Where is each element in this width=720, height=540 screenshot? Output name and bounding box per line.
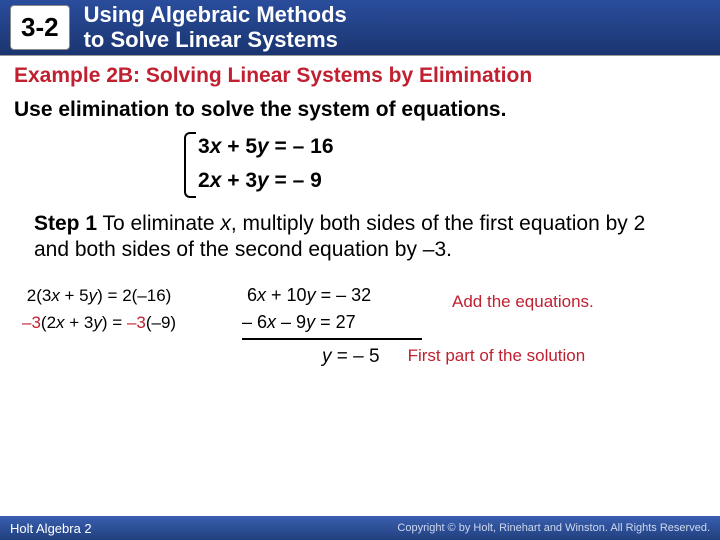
m2-rhs: = 27 <box>315 312 356 332</box>
eq2-coef-a: 2 <box>198 169 210 192</box>
section-number-badge: 3-2 <box>10 5 70 50</box>
m1-rhs: = – 32 <box>316 285 372 305</box>
work-mid-column: 6x + 10y = – 32 – 6x – 9y = 27 <box>242 282 442 340</box>
eq1-eq: = <box>269 135 293 158</box>
l1-x: x <box>51 286 60 305</box>
l2-end: (–9) <box>146 313 176 332</box>
work-left-column: 2(3x + 5y) = 2(–16) –3(2x + 3y) = –3(–9) <box>22 282 242 336</box>
system-brace-icon <box>184 132 196 198</box>
header-title-line1: Using Algebraic Methods <box>84 2 347 27</box>
equation-system: 3x + 5y = – 16 2x + 3y = – 9 <box>184 130 706 197</box>
step-var: x <box>220 212 231 235</box>
l2-pre: –3 <box>22 313 41 332</box>
eq1-var-b: y <box>257 135 269 158</box>
result-equation: y = – 5 <box>322 346 380 368</box>
m2-b: – 9 <box>276 312 306 332</box>
result-note: First part of the solution <box>408 346 586 368</box>
m1-x: x <box>257 285 266 305</box>
work-row: 2(3x + 5y) = 2(–16) –3(2x + 3y) = –3(–9)… <box>14 282 706 340</box>
eq2-var-a: x <box>210 169 222 192</box>
step-label: Step 1 <box>34 212 97 235</box>
l2-mid: + 3 <box>65 313 94 332</box>
instruction-text: Use elimination to solve the system of e… <box>14 98 706 122</box>
m2-a: – 6 <box>242 312 267 332</box>
eq2-coef-b: 3 <box>245 169 257 192</box>
header-title: Using Algebraic Methods to Solve Linear … <box>84 3 347 51</box>
l1-post: ) = 2(–16) <box>97 286 171 305</box>
footer-bar: Holt Algebra 2 Copyright © by Holt, Rine… <box>0 516 720 540</box>
m1-y: y <box>307 285 316 305</box>
eq2-op: + <box>221 169 245 192</box>
step-1-text: Step 1 To eliminate x, multiply both sid… <box>34 211 686 264</box>
work-note-1: Add the equations. <box>442 282 698 312</box>
result-row: y = – 5 First part of the solution <box>14 340 706 368</box>
footer-book-title: Holt Algebra 2 <box>10 521 92 536</box>
m1-a: 6 <box>247 285 257 305</box>
header-bar: 3-2 Using Algebraic Methods to Solve Lin… <box>0 0 720 56</box>
eq2-eq: = <box>269 169 293 192</box>
l2-close: ) = <box>102 313 127 332</box>
header-title-line2: to Solve Linear Systems <box>84 27 338 52</box>
m1-b: + 10 <box>266 285 307 305</box>
example-title: Example 2B: Solving Linear Systems by El… <box>14 64 706 88</box>
step-text-a: To eliminate <box>97 212 220 235</box>
eq1-rhs: – 16 <box>293 135 334 158</box>
footer-copyright: Copyright © by Holt, Rinehart and Winsto… <box>397 522 710 534</box>
work-left-line2: –3(2x + 3y) = –3(–9) <box>22 309 242 336</box>
l2-y: y <box>93 313 102 332</box>
work-mid-line2: – 6x – 9y = 27 <box>242 309 442 336</box>
l2-rhs: –3 <box>127 313 146 332</box>
l2-x: x <box>56 313 65 332</box>
l1-pre: 2(3 <box>27 286 52 305</box>
res-var: y <box>322 346 332 367</box>
eq2-var-b: y <box>257 169 269 192</box>
res-val: – 5 <box>353 346 379 367</box>
l2-open: (2 <box>41 313 56 332</box>
work-left-line1: 2(3x + 5y) = 2(–16) <box>22 282 242 309</box>
eq1-coef-b: 5 <box>245 135 257 158</box>
eq1-var-a: x <box>210 135 222 158</box>
m2-y: y <box>306 312 315 332</box>
eq1-coef-a: 3 <box>198 135 210 158</box>
work-mid-line1: 6x + 10y = – 32 <box>242 282 442 309</box>
eq1-op: + <box>221 135 245 158</box>
eq2-rhs: – 9 <box>293 169 322 192</box>
content-area: Example 2B: Solving Linear Systems by El… <box>0 56 720 368</box>
res-eq: = <box>332 346 354 367</box>
l1-mid: + 5 <box>60 286 89 305</box>
m2-x: x <box>267 312 276 332</box>
l1-y: y <box>89 286 98 305</box>
equation-1: 3x + 5y = – 16 <box>198 130 706 164</box>
sum-underline <box>242 338 422 340</box>
equation-2: 2x + 3y = – 9 <box>198 164 706 198</box>
